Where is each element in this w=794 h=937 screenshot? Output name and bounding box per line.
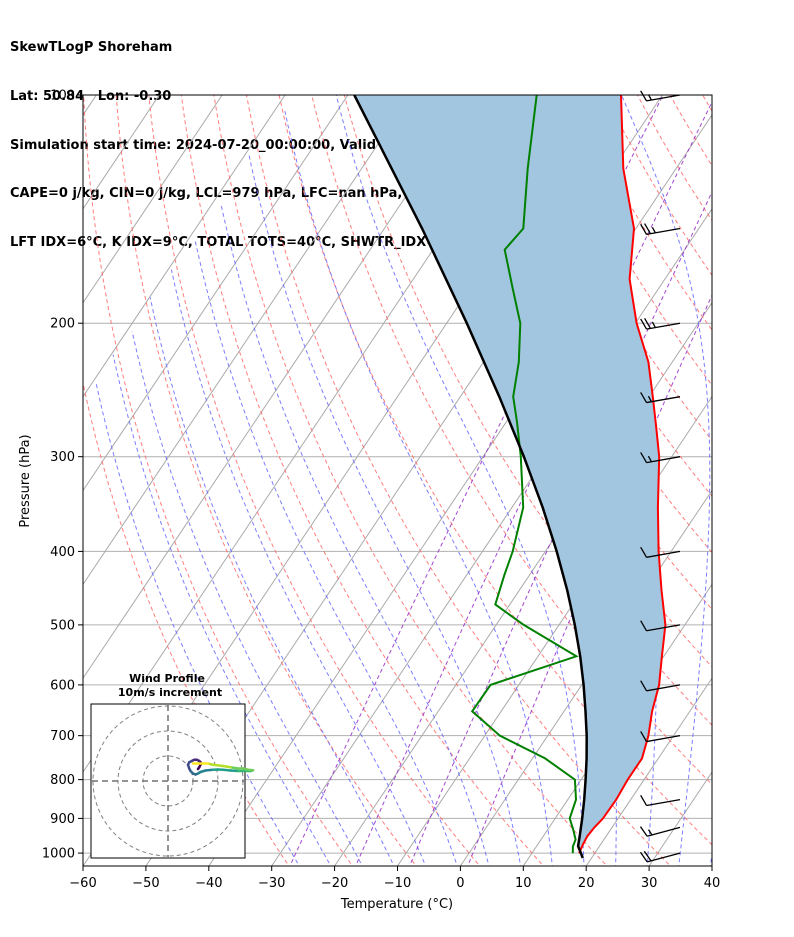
isotherm-line [83,95,475,680]
wind-barb [639,850,681,863]
x-tick-label: −50 [132,876,159,891]
dry-adiabat-line [83,380,290,866]
dry-adiabat-line [115,95,417,866]
dry-adiabat-line [83,95,354,866]
x-tick-label: 10 [515,876,532,891]
hodograph-trace-segment [221,764,232,769]
moist-adiabat-line [131,331,363,866]
wind-barb [640,317,681,330]
isotherm-line [271,207,712,866]
dry-adiabat-line [757,78,794,869]
title-line-latlon: Lat: 50.84 Lon: -0.30 [10,89,172,105]
hodograph-title: Wind Profile [129,672,205,685]
hodograph-subtitle: 10m/s increment [118,686,222,699]
x-tick-label: −60 [69,876,96,891]
wind-barb [640,731,681,743]
x-tick-label: −20 [321,876,348,891]
hodograph-trace-segment [211,763,225,768]
wind-barb [640,452,681,464]
moist-adiabat-line [335,95,585,866]
y-tick-label: 200 [50,317,75,332]
moist-adiabat-line [220,205,490,866]
dry-adiabat-line [148,95,481,866]
dry-adiabat-line [789,78,794,869]
hodograph-trace-segment [229,766,240,770]
dry-adiabat-line [702,95,712,112]
title-line-station: SkewTLogP Shoreham [10,40,173,56]
dry-adiabat-line [180,95,545,866]
y-tick-label: 600 [50,678,75,693]
y-tick-label: 400 [50,545,75,560]
x-tick-label: 40 [704,876,721,891]
dry-adiabat-line [245,95,672,866]
wind-barb [640,392,681,404]
wind-barb [640,223,681,236]
dewpoint-profile-line [470,95,579,854]
wind-barb [640,546,681,558]
y-tick-label: 100 [50,89,75,104]
isotherm-line [711,865,712,866]
wind-barb [640,680,681,692]
isotherm-line [208,114,712,866]
isotherm-line [83,95,97,116]
x-axis-label: Temperature (°C) [340,897,453,912]
y-tick-label: 1000 [42,847,75,862]
moist-adiabat-line [248,154,522,866]
y-tick-label: 900 [50,812,75,827]
y-tick-label: 300 [50,450,75,465]
isotherm-line [83,95,223,304]
x-tick-label: −40 [195,876,222,891]
y-tick-label: 700 [50,729,75,744]
y-axis-label: Pressure (hPa) [18,434,33,527]
isotherm-line [83,95,286,398]
temperature-profile-line [578,95,667,854]
mixing-ratio-line [467,293,712,866]
isotherm-line [775,95,794,866]
x-tick-label: −10 [384,876,411,891]
moist-adiabat-line [709,850,712,866]
isotherm-line [83,95,349,492]
dry-adiabat-line [506,95,712,442]
y-tick-label: 500 [50,618,75,633]
isotherm-line [648,771,712,866]
moist-adiabat-line [149,297,395,866]
wind-barb [639,826,681,837]
x-tick-label: −30 [258,876,285,891]
x-tick-label: 20 [578,876,595,891]
hodograph-trace-segment [204,768,215,772]
wind-barb [640,620,681,632]
x-tick-label: 30 [641,876,658,891]
hodograph-trace-segment [229,769,240,773]
parcel-profile-line [353,95,588,859]
y-tick-label: 800 [50,773,75,788]
hodograph-trace-segment [221,768,232,772]
dry-adiabat-line [278,95,712,846]
wind-barb [640,795,681,807]
wind-barb [640,90,681,102]
isotherm-line [459,489,712,866]
cin-shading [354,95,666,858]
dry-adiabat-line [213,95,608,866]
isotherm-line [83,95,412,586]
dry-adiabat-line [669,95,712,167]
x-tick-label: 0 [456,876,464,891]
dry-adiabat-line [725,78,794,869]
